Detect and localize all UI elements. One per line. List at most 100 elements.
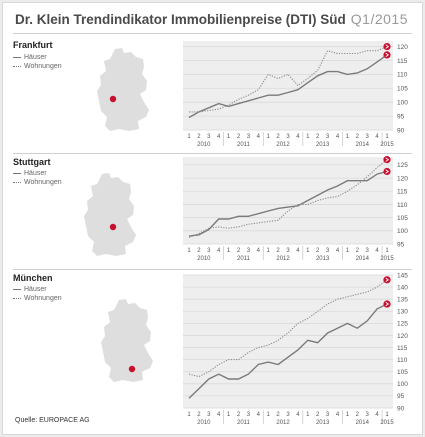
x-tick-label: 4 (375, 412, 379, 418)
year-label: 2013 (316, 142, 330, 148)
y-tick-label: 95 (397, 113, 405, 120)
year-label: 2014 (356, 420, 370, 426)
x-tick-label: 4 (217, 134, 221, 140)
year-label: 2010 (197, 420, 211, 426)
x-tick-label: 4 (257, 134, 261, 140)
x-tick-label: 1 (227, 248, 231, 254)
x-tick-label: 3 (286, 412, 290, 418)
x-tick-label: 3 (247, 248, 251, 254)
x-tick-label: 3 (286, 248, 290, 254)
x-tick-label: 3 (366, 412, 370, 418)
endpoint-arrow (385, 157, 390, 162)
y-tick-label: 115 (397, 58, 408, 65)
x-tick-label: 4 (375, 134, 379, 140)
solid-line-swatch (13, 173, 21, 174)
legend-label-flats: Wohnungen (24, 63, 62, 70)
y-tick-label: 95 (397, 241, 405, 248)
legend-label-houses: Häuser (24, 170, 47, 177)
endpoint-marker (383, 276, 391, 284)
legend: Häuser Wohnungen (13, 169, 62, 187)
header-divider (13, 33, 412, 34)
dotted-line-swatch (13, 182, 21, 183)
legend: Häuser Wohnungen (13, 53, 62, 71)
x-tick-label: 2 (197, 248, 201, 254)
germany-map-stuttgart (84, 173, 136, 256)
endpoint-arrow (385, 52, 390, 58)
legend-label-flats: Wohnungen (24, 295, 62, 302)
x-tick-label: 1 (306, 412, 310, 418)
x-tick-label: 2 (197, 412, 201, 418)
y-tick-label: 140 (397, 284, 408, 291)
y-tick-label: 105 (397, 86, 408, 93)
y-tick-label: 120 (397, 333, 408, 340)
x-tick-label: 3 (207, 248, 211, 254)
x-tick-label: 1 (346, 412, 350, 418)
x-tick-label: 4 (217, 412, 221, 418)
year-label: 2012 (276, 256, 290, 262)
legend-label-flats: Wohnungen (24, 179, 62, 186)
y-tick-label: 130 (397, 309, 408, 316)
legend-item-houses: Häuser (13, 285, 62, 294)
city-marker-muenchen (128, 365, 136, 373)
year-label: 2010 (197, 256, 211, 262)
y-tick-label: 115 (397, 189, 408, 196)
plot-area (183, 275, 393, 408)
x-tick-label: 4 (296, 412, 300, 418)
germany-map-frankfurt (97, 48, 149, 131)
y-tick-label: 95 (397, 393, 405, 400)
x-tick-label: 3 (366, 248, 370, 254)
x-tick-label: 1 (187, 248, 191, 254)
y-tick-label: 105 (397, 369, 408, 376)
series-line-houses (188, 170, 388, 237)
x-tick-label: 2 (316, 134, 320, 140)
year-label: 2011 (237, 420, 251, 426)
x-tick-label: 3 (207, 134, 211, 140)
dotted-line-swatch (13, 66, 21, 67)
year-label: 2011 (237, 256, 251, 262)
endpoint-arrow (385, 277, 390, 283)
y-tick-label: 135 (397, 296, 408, 303)
y-tick-label: 120 (397, 44, 408, 51)
dotted-line-swatch (13, 298, 21, 299)
x-tick-label: 1 (187, 412, 191, 418)
legend-label-houses: Häuser (24, 54, 47, 61)
x-tick-label: 1 (346, 134, 350, 140)
year-label: 2012 (276, 420, 290, 426)
x-tick-label: 2 (237, 134, 241, 140)
legend-label-houses: Häuser (24, 286, 47, 293)
y-tick-label: 90 (397, 405, 405, 412)
city-marker-stuttgart (109, 223, 117, 231)
year-label: 2011 (237, 142, 251, 148)
endpoint-marker (383, 300, 391, 308)
germany-map-shape (101, 299, 153, 382)
year-label: 2012 (276, 142, 290, 148)
plot-area (183, 41, 393, 130)
panel-divider (13, 269, 412, 270)
panel-stuttgart: Stuttgart Häuser Wohnungen 95 100 105 110 11… (3, 154, 422, 269)
x-tick-label: 1 (267, 412, 271, 418)
y-tick-label: 110 (397, 72, 408, 79)
x-tick-label: 2 (276, 248, 280, 254)
x-tick-label: 1 (385, 248, 389, 254)
city-title: Frankfurt (13, 40, 53, 50)
x-tick-label: 1 (385, 412, 389, 418)
legend-item-flats: Wohnungen (13, 62, 62, 71)
y-tick-label: 120 (397, 175, 408, 182)
y-tick-label: 100 (397, 381, 408, 388)
x-tick-label: 3 (247, 412, 251, 418)
x-tick-label: 2 (237, 248, 241, 254)
x-tick-label: 3 (286, 134, 290, 140)
endpoint-arrow (385, 169, 390, 174)
x-tick-label: 2 (356, 134, 360, 140)
germany-map-shape (84, 173, 136, 256)
solid-line-swatch (13, 289, 21, 290)
series-line-houses (188, 54, 388, 119)
y-tick-label: 125 (397, 162, 408, 169)
city-title: Stuttgart (13, 157, 51, 167)
y-tick-label: 100 (397, 99, 408, 106)
panel-muenchen: München Häuser Wohnungen 90 95 100 105 110 11… (3, 270, 422, 430)
x-tick-label: 2 (276, 134, 280, 140)
germany-map-shape (97, 48, 149, 131)
year-label: 2015 (380, 142, 394, 148)
